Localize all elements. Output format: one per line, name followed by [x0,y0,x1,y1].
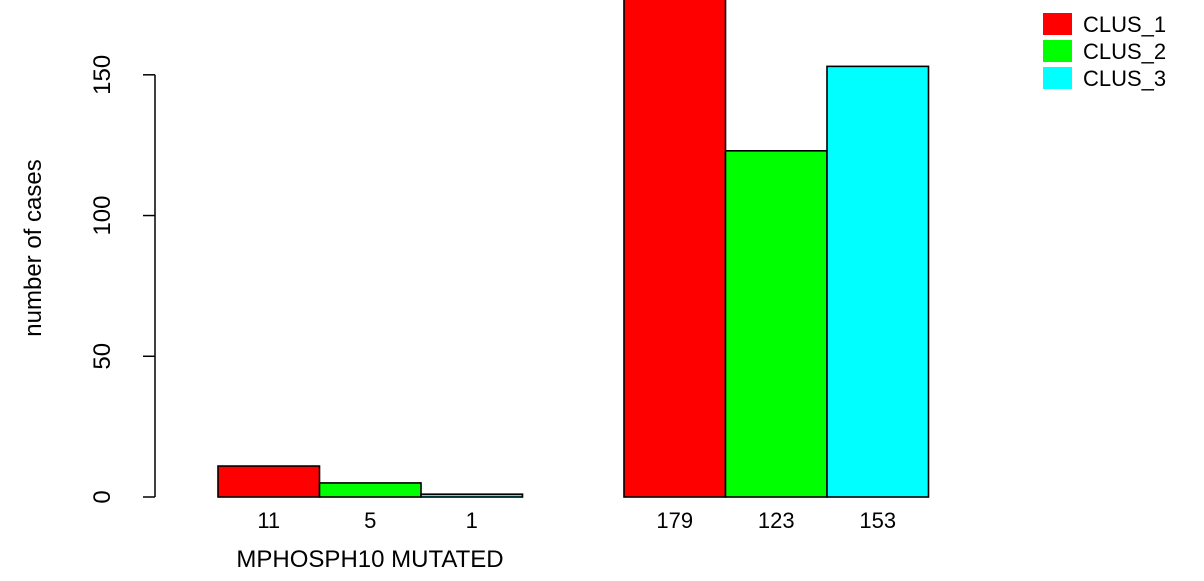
y-tick-label: 50 [89,343,116,370]
bar [318,482,422,498]
y-tick-label: 150 [89,55,116,95]
bar-value-label: 123 [758,508,795,533]
bars [217,0,930,498]
legend-label: CLUS_2 [1083,39,1166,64]
y-tick-label: 100 [89,196,116,236]
bar-value-label: 179 [656,508,693,533]
bar-value-label: 5 [364,508,376,533]
legend-swatch [1043,67,1072,89]
bar [420,493,524,498]
bar-value-label: 153 [859,508,896,533]
bar [623,0,727,498]
y-axis-title: number of cases [20,159,47,336]
legend-label: CLUS_1 [1083,12,1166,37]
legend-swatch [1043,13,1072,35]
bar-value-label: 11 [257,508,280,533]
bar [217,465,321,498]
y-axis: 0 50 100 150 [89,55,156,504]
legend-label: CLUS_3 [1083,66,1166,91]
y-tick-label: 0 [89,490,116,503]
bar-value-label: 1 [466,508,478,533]
bar [826,65,930,498]
legend-swatch [1043,40,1072,62]
x-axis-title: MPHOSPH10 MUTATED [236,546,503,573]
bar-labels: 11 5 1 179 123 153 [257,508,896,533]
bar [724,150,828,498]
